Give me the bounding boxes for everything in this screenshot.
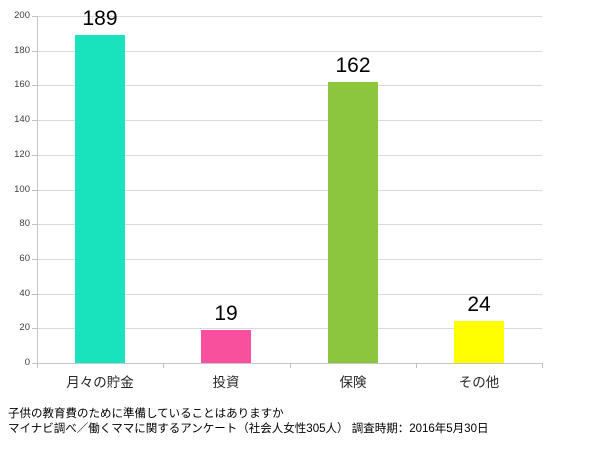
- bar-chart: 0 20 40 60 80 100 120 140 160 180 200 189 月々の貯金 19 投資 1…: [14, 7, 543, 390]
- gridline: [37, 85, 542, 86]
- gridline: [37, 51, 542, 52]
- y-tick-label: 200: [14, 10, 30, 21]
- y-tick-label: 40: [19, 288, 30, 299]
- gridline: [37, 16, 542, 17]
- bar-value-label: 189: [82, 7, 118, 30]
- x-axis-tick: [163, 363, 164, 368]
- x-axis-tick: [37, 363, 38, 368]
- y-axis-tick: [32, 155, 37, 156]
- y-tick-label: 20: [19, 322, 30, 333]
- category-label: その他: [458, 375, 500, 390]
- bar: [328, 82, 378, 363]
- y-axis-tick: [32, 259, 37, 260]
- y-tick-label: 160: [14, 79, 30, 90]
- y-tick-label: 80: [19, 218, 30, 229]
- category-label: 保険: [339, 375, 367, 390]
- category-label: 月々の貯金: [66, 375, 134, 390]
- gridline: [37, 259, 542, 260]
- gridline: [37, 120, 542, 121]
- bar-value-label: 162: [335, 54, 371, 77]
- gridline: [37, 328, 542, 329]
- bar-value-label: 24: [467, 293, 491, 316]
- gridline: [37, 294, 542, 295]
- y-tick-label: 100: [14, 184, 30, 195]
- bar: [201, 330, 251, 363]
- x-axis: [37, 363, 542, 364]
- gridline: [37, 190, 542, 191]
- bar: [454, 321, 504, 363]
- chart-footer: 子供の教育費のために準備していることはありますか マイナビ調べ／働くママに関する…: [8, 407, 592, 437]
- x-axis-tick: [290, 363, 291, 368]
- footer-source-note: マイナビ調べ／働くママに関するアンケート（社会人女性305人） 調査時期：201…: [8, 423, 489, 435]
- gridline: [37, 224, 542, 225]
- y-tick-label: 120: [14, 149, 30, 160]
- y-axis-tick: [32, 16, 37, 17]
- x-axis-tick: [542, 363, 543, 368]
- x-axis-tick: [416, 363, 417, 368]
- y-tick-label: 0: [24, 357, 30, 368]
- category-label: 投資: [212, 375, 240, 390]
- y-axis-tick: [32, 224, 37, 225]
- y-axis-tick: [32, 51, 37, 52]
- y-axis-tick: [32, 294, 37, 295]
- gridline: [37, 155, 542, 156]
- y-tick-label: 60: [19, 253, 30, 264]
- bar-value-label: 19: [214, 302, 238, 325]
- y-tick-label: 180: [14, 45, 30, 56]
- y-axis: [37, 16, 38, 367]
- bar: [75, 35, 125, 363]
- y-axis-tick: [32, 363, 37, 364]
- y-axis-tick: [32, 190, 37, 191]
- y-axis-tick: [32, 120, 37, 121]
- y-axis-tick: [32, 328, 37, 329]
- y-axis-tick: [32, 85, 37, 86]
- y-tick-label: 140: [14, 114, 30, 125]
- footer-survey-question: 子供の教育費のために準備していることはありますか: [8, 408, 284, 420]
